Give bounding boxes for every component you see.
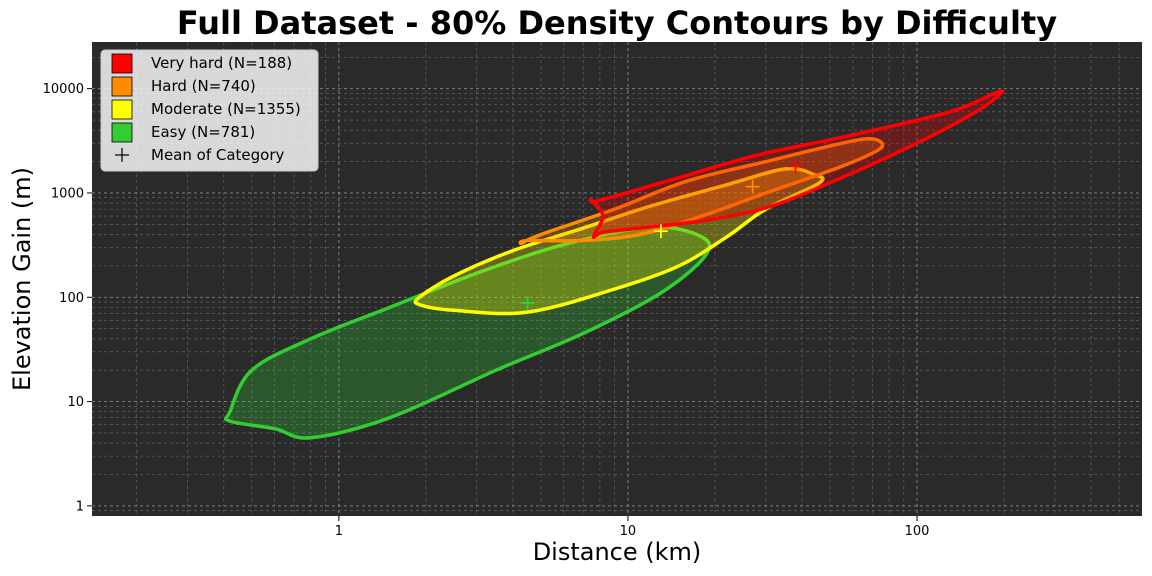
hard-mean-marker [745,179,760,194]
easy-mean-marker [520,296,535,311]
very-hard-mean-marker [788,159,803,174]
y-tick-label: 10 [67,395,84,410]
easy-contour-line [223,225,712,440]
very-hard-contour-line [588,89,1005,240]
x-tick-label: 10 [620,524,637,539]
hard-contour-fill [520,138,883,244]
legend-swatch-very-hard [111,53,133,74]
hard-contour-line [518,136,885,246]
legend-label-mean: Mean of Category [151,146,285,164]
easy-contour-fill [225,227,710,439]
axis-ticks: 1 10 100 1 10 100 1000 10000 [43,82,930,539]
legend-box [100,49,319,172]
legend: Very hard (N=188) Hard (N=740) Moderate (N… [100,49,319,172]
moderate-mean-marker [653,224,668,239]
legend-label-easy: Easy (N=781) [151,123,255,141]
legend-swatch-easy [111,122,133,143]
contour-series [223,89,1005,440]
legend-swatch-hard [111,76,133,97]
chart-title: Full Dataset - 80% Density Contours by D… [177,4,1057,42]
y-axis-label: Elevation Gain (m) [8,167,36,391]
y-tick-label: 1 [76,499,84,514]
moderate-contour-line [413,166,825,316]
moderate-contour-fill [415,168,823,314]
y-tick-label: 1000 [51,186,84,201]
x-axis-label: Distance (km) [533,538,702,566]
legend-mean-marker [115,148,129,162]
y-tick-label: 10000 [43,82,84,97]
x-tick-label: 1 [335,524,343,539]
y-tick-label: 100 [59,291,84,306]
legend-label-moderate: Moderate (N=1355) [151,100,301,118]
legend-label-very-hard: Very hard (N=188) [151,54,292,72]
legend-label-hard: Hard (N=740) [151,77,256,95]
x-tick-label: 100 [905,524,930,539]
legend-swatch-moderate [111,99,133,120]
